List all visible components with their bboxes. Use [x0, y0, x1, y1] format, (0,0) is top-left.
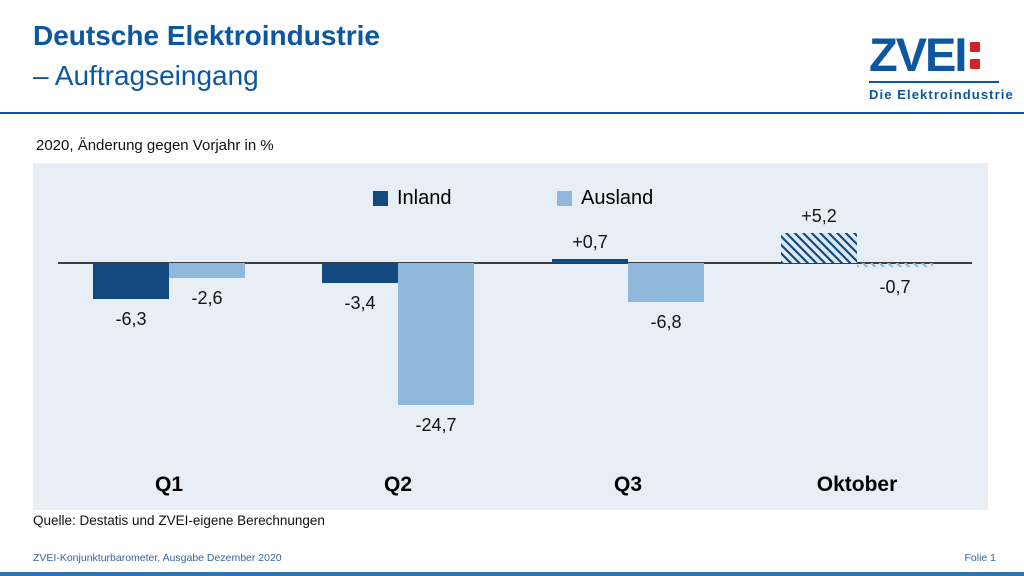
page-title: Deutsche Elektroindustrie – Auftragseing…: [33, 16, 380, 96]
legend-swatch-ausland: [557, 191, 572, 206]
zvei-logo: ZVEI Die Elektroindustrie: [869, 28, 1014, 103]
category-label-q1: Q1: [154, 473, 183, 496]
bar-value-label-q2-inland: -3,4: [344, 293, 376, 313]
footer-note: ZVEI-Konjunkturbarometer, Ausgabe Dezemb…: [33, 552, 282, 564]
bar-oktober-ausland: [857, 263, 933, 267]
zvei-logo-wordmark: ZVEI: [869, 28, 999, 81]
plot-area: Inland Ausland -6,3 -3,4 +0,7 +5,2 -2,6 -24,7…: [33, 163, 988, 510]
source-note: Quelle: Destatis und ZVEI-eigene Berechn…: [33, 513, 325, 528]
bar-value-label-oktober-ausland: -0,7: [879, 277, 911, 297]
bar-q3-inland: [552, 259, 628, 263]
bar-q2-inland: [322, 263, 398, 283]
category-label-q3: Q3: [613, 473, 642, 496]
bar-value-label-q2-ausland: -24,7: [415, 415, 457, 435]
legend-swatch-inland: [373, 191, 388, 206]
bar-value-label-q3-ausland: -6,8: [650, 312, 682, 332]
bar-q2-ausland: [398, 263, 474, 405]
bar-value-label-q3-inland: +0,7: [572, 232, 608, 252]
zvei-logo-rule: [869, 81, 999, 84]
bar-q3-ausland: [628, 263, 704, 302]
category-label-q2: Q2: [383, 473, 412, 496]
chart-subtitle: 2020, Änderung gegen Vorjahr in %: [36, 137, 274, 154]
colon-dot-top: [970, 42, 981, 52]
bar-value-label-q1-inland: -6,3: [115, 309, 147, 329]
zvei-logo-colon-icon: [970, 42, 981, 69]
zvei-logo-text: ZVEI: [869, 28, 967, 81]
zero-axis-line: [58, 262, 972, 264]
legend-item-inland: Inland: [373, 187, 452, 210]
category-label-oktober: Oktober: [816, 473, 898, 496]
bar-value-label-oktober-inland: +5,2: [801, 206, 837, 226]
page-title-line1: Deutsche Elektroindustrie: [33, 20, 380, 51]
colon-dot-bottom: [970, 59, 981, 69]
bar-oktober-inland: [781, 233, 857, 263]
bottom-accent-bar: [0, 572, 1024, 576]
zvei-logo-tagline: Die Elektroindustrie: [869, 87, 1014, 103]
bar-q1-inland: [93, 263, 169, 299]
legend-label-ausland: Ausland: [581, 187, 654, 209]
page-title-line2: – Auftragseingang: [33, 60, 259, 92]
bar-value-label-q1-ausland: -2,6: [191, 288, 223, 308]
legend-item-ausland: Ausland: [557, 187, 653, 210]
bar-q1-ausland: [169, 263, 245, 278]
slide-number: Folie 1: [964, 552, 996, 564]
legend-label-inland: Inland: [397, 187, 452, 209]
header-divider: [0, 112, 1024, 114]
